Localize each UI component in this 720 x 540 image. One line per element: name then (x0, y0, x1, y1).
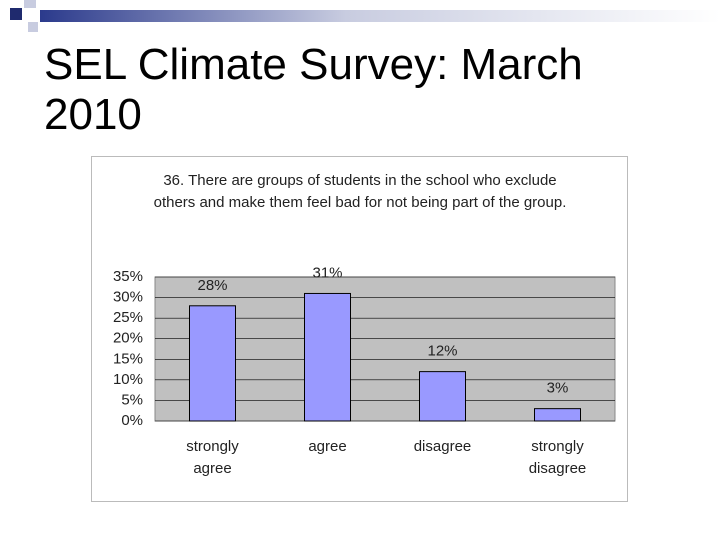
bar (189, 305, 236, 422)
x-tick-label: strongly disagree (528, 438, 587, 477)
y-tick-label: 10% (113, 371, 143, 388)
y-tick-label: 15% (113, 350, 143, 367)
decor-bar (40, 10, 720, 22)
decor-square (10, 8, 22, 20)
bar (534, 408, 581, 422)
x-tick-label: agree (308, 438, 347, 455)
value-label: 28% (197, 277, 227, 294)
bar (304, 292, 351, 422)
value-label: 31% (312, 264, 342, 281)
y-tick-label: 20% (113, 330, 143, 347)
y-tick-label: 0% (121, 412, 143, 429)
chart-title: 36. There are groups of students in the … (153, 172, 567, 211)
y-tick-label: 35% (113, 268, 143, 285)
slide-title: SEL Climate Survey: March 2010 (44, 40, 583, 139)
x-tick-label: disagree (413, 438, 472, 455)
value-label: 3% (547, 380, 569, 397)
decor-square (28, 22, 38, 32)
y-tick-label: 25% (113, 309, 143, 326)
decor-square (24, 0, 36, 8)
y-tick-label: 30% (113, 289, 143, 306)
bar (419, 371, 466, 422)
x-tick-label: strongly agree (186, 438, 239, 477)
y-tick-label: 5% (121, 391, 143, 408)
value-label: 12% (427, 343, 457, 360)
